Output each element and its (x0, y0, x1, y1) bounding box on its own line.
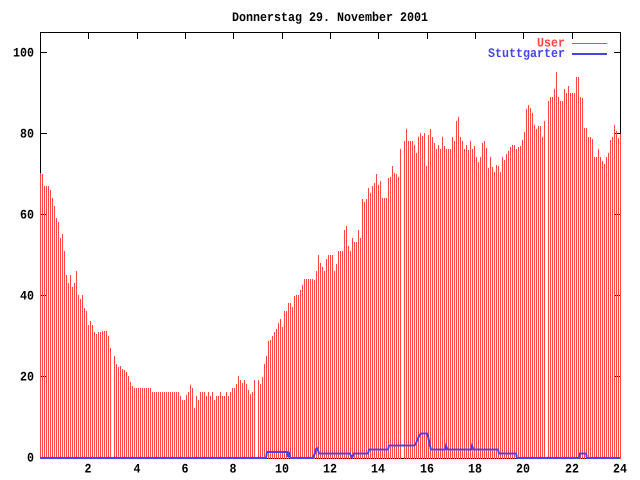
svg-text:4: 4 (134, 462, 141, 477)
svg-text:0: 0 (27, 451, 34, 466)
svg-text:8: 8 (230, 462, 237, 477)
svg-text:18: 18 (468, 462, 482, 477)
svg-text:80: 80 (20, 127, 34, 142)
svg-text:12: 12 (323, 462, 337, 477)
svg-text:Donnerstag 29. November 2001: Donnerstag 29. November 2001 (232, 10, 428, 25)
svg-text:20: 20 (20, 370, 34, 385)
svg-text:14: 14 (371, 462, 385, 477)
svg-text:24: 24 (613, 462, 627, 477)
svg-text:6: 6 (182, 462, 189, 477)
svg-text:22: 22 (565, 462, 579, 477)
svg-text:Stuttgarter: Stuttgarter (488, 46, 565, 61)
svg-text:10: 10 (275, 462, 289, 477)
svg-text:40: 40 (20, 289, 34, 304)
svg-text:User: User (537, 36, 565, 51)
svg-text:2: 2 (85, 462, 92, 477)
svg-text:100: 100 (13, 46, 34, 61)
svg-text:20: 20 (516, 462, 530, 477)
svg-text:16: 16 (420, 462, 434, 477)
svg-text:60: 60 (20, 208, 34, 223)
